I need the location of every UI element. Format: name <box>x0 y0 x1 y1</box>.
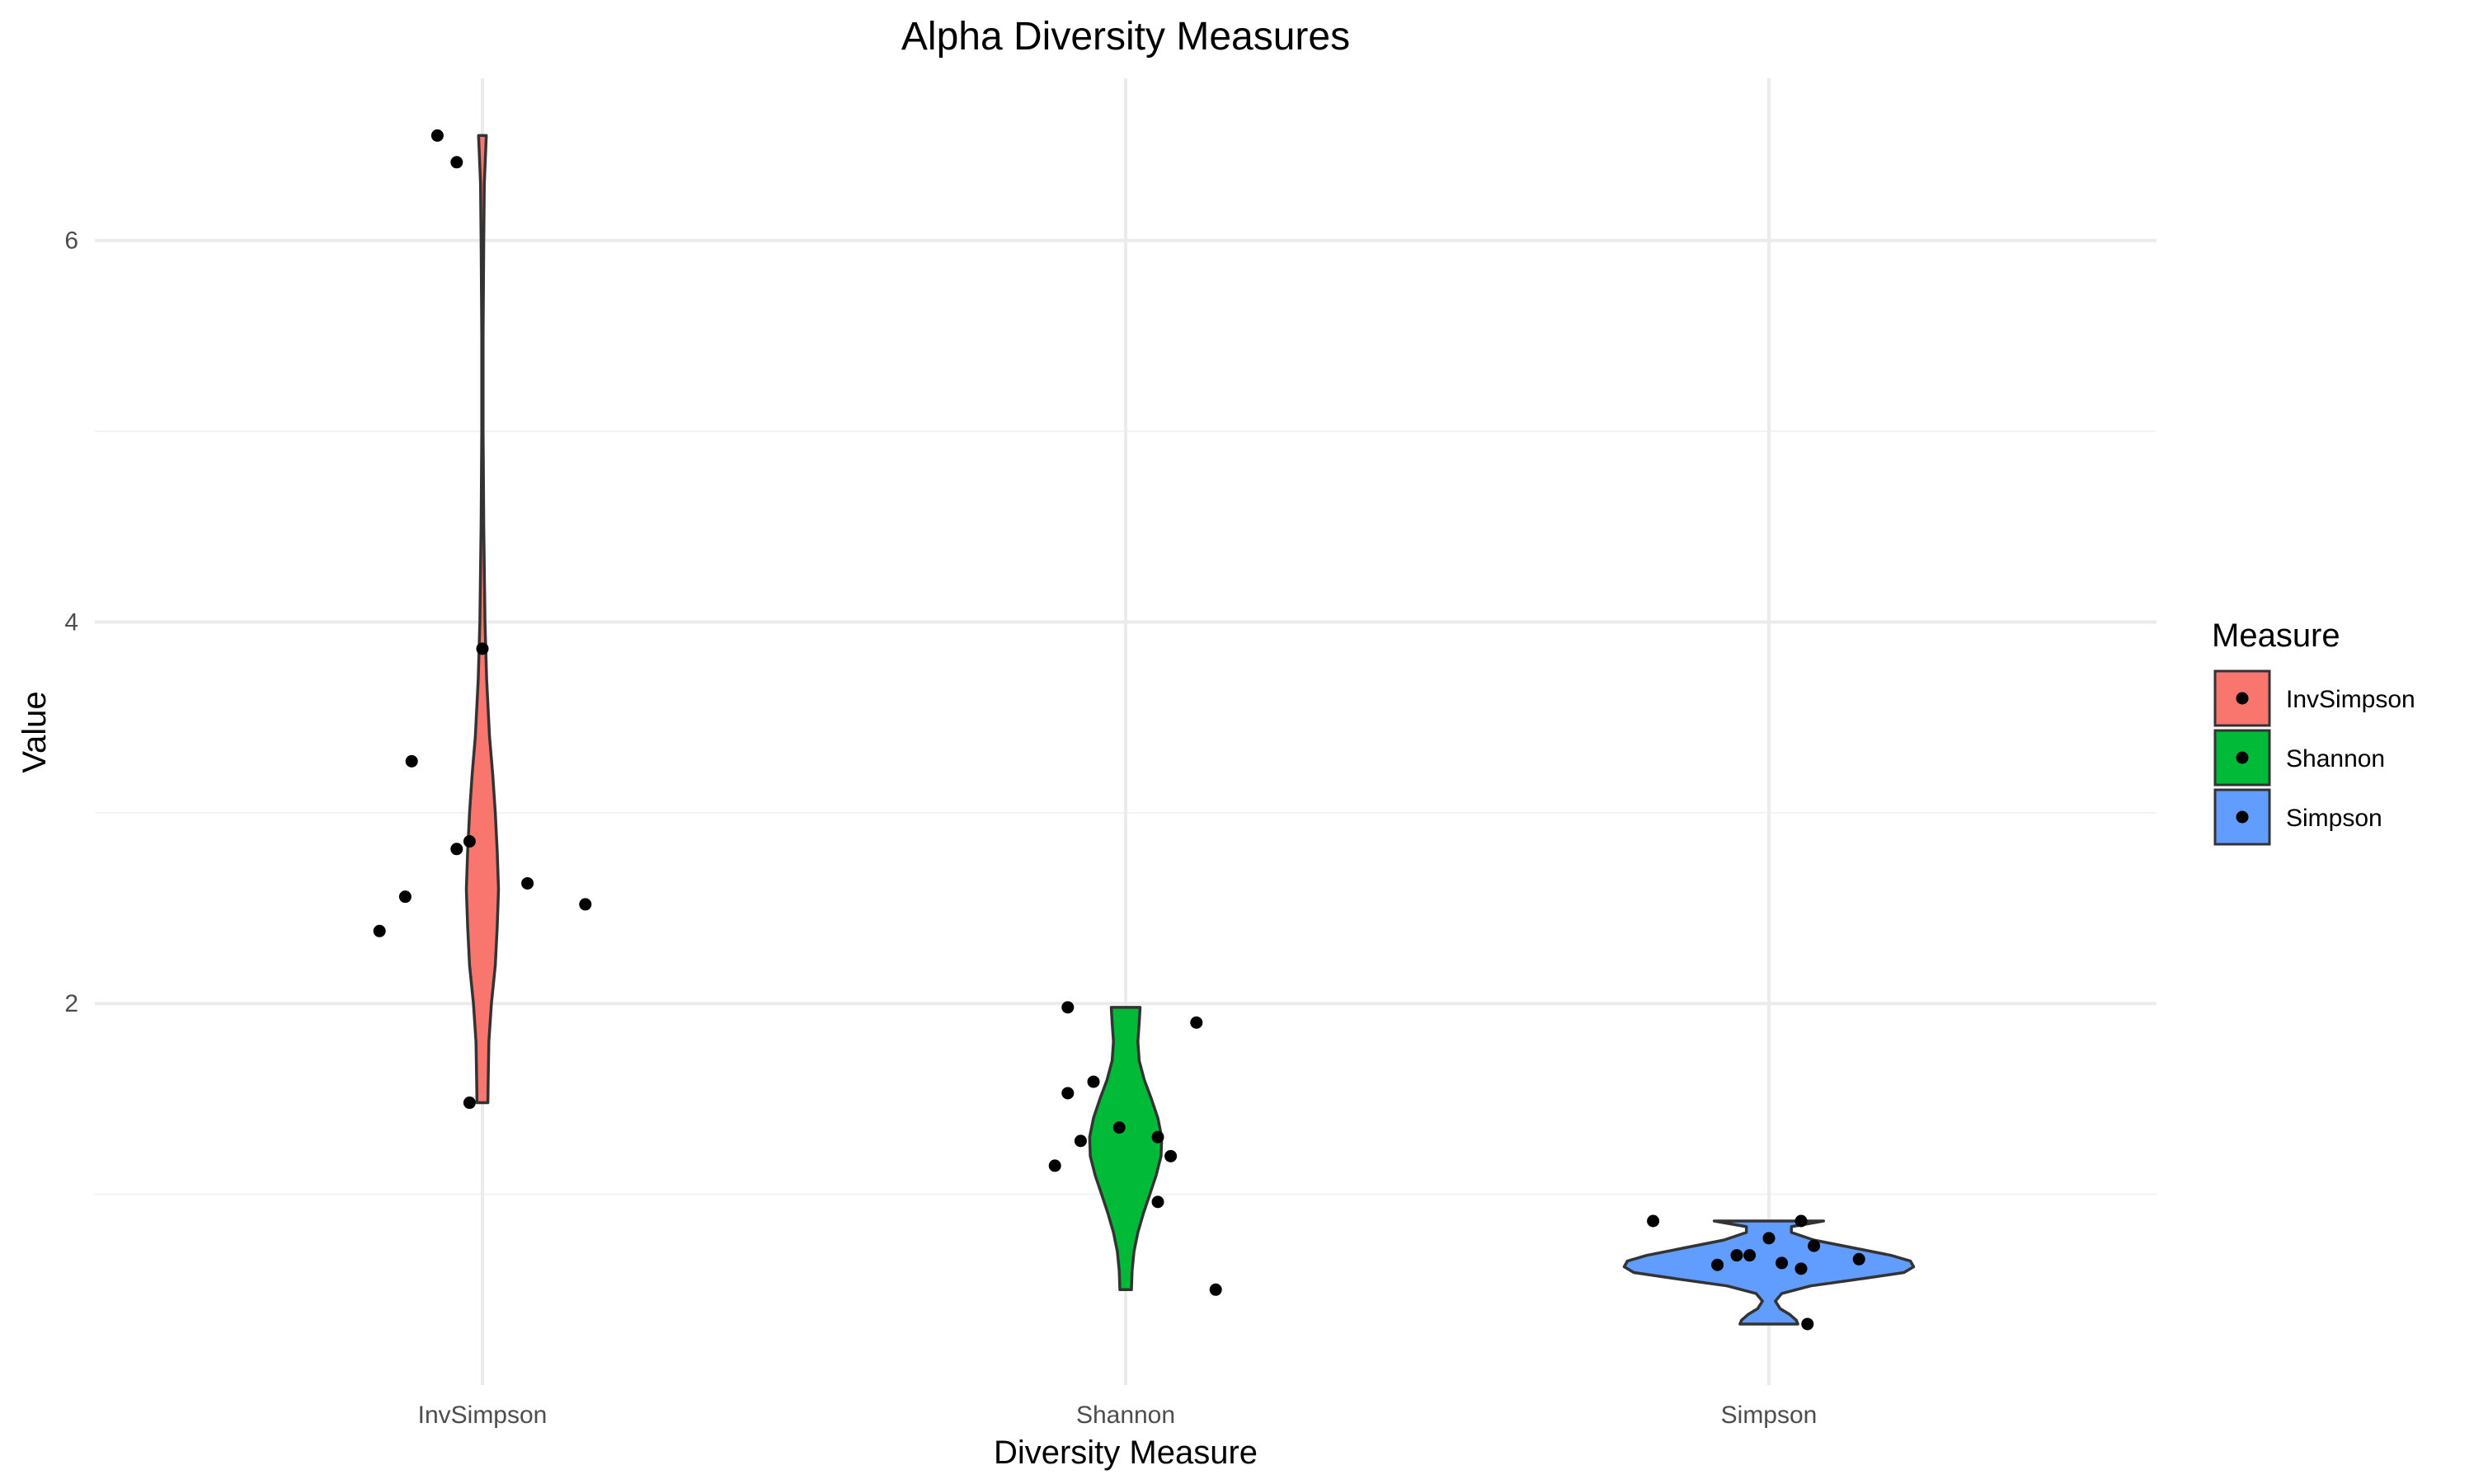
data-point-invsimpson <box>579 898 592 911</box>
y-tick-label: 6 <box>64 228 78 255</box>
violins <box>464 134 1916 1326</box>
data-point-simpson <box>1711 1258 1724 1271</box>
data-point-invsimpson <box>450 843 463 856</box>
legend-title: Measure <box>2212 618 2340 654</box>
data-point-simpson <box>1852 1252 1865 1266</box>
data-point-invsimpson <box>450 156 463 169</box>
data-point-invsimpson <box>476 642 489 655</box>
legend-label: Shannon <box>2286 745 2385 773</box>
data-point-invsimpson <box>463 1097 476 1110</box>
violin-simpson <box>1622 1219 1916 1326</box>
x-tick-label: Shannon <box>1076 1402 1175 1429</box>
data-point-simpson <box>1801 1317 1814 1331</box>
legend-keys: InvSimpson Shannon Simpson <box>2213 669 2415 846</box>
data-point-shannon <box>1164 1149 1178 1162</box>
y-tick-label: 2 <box>64 990 78 1017</box>
data-point-simpson <box>1743 1249 1757 1262</box>
violin-invsimpson <box>464 134 501 1105</box>
legend-label: InvSimpson <box>2286 686 2415 713</box>
legend-key-point <box>2236 692 2249 705</box>
data-point-shannon <box>1190 1016 1203 1029</box>
data-point-simpson <box>1808 1239 1821 1252</box>
data-point-shannon <box>1151 1195 1164 1209</box>
data-point-shannon <box>1209 1283 1222 1296</box>
x-tick-label: InvSimpson <box>418 1402 548 1429</box>
data-point-invsimpson <box>373 924 386 937</box>
chart-title: Alpha Diversity Measures <box>901 15 1350 59</box>
data-point-invsimpson <box>398 890 412 904</box>
legend-key-point <box>2236 751 2249 764</box>
data-point-simpson <box>1730 1249 1743 1262</box>
data-point-shannon <box>1151 1130 1164 1144</box>
data-point-shannon <box>1087 1075 1100 1088</box>
data-point-simpson <box>1794 1262 1808 1275</box>
data-point-invsimpson <box>521 876 534 890</box>
legend-key-invsimpson <box>2213 669 2271 727</box>
data-point-invsimpson <box>463 835 476 848</box>
y-axis-title: Value <box>16 691 53 773</box>
legend-label: Simpson <box>2286 805 2382 832</box>
violin-shannon <box>1088 1006 1164 1292</box>
data-point-shannon <box>1061 1087 1075 1100</box>
data-point-simpson <box>1647 1214 1660 1228</box>
data-points <box>373 129 1865 1331</box>
data-point-shannon <box>1074 1134 1087 1148</box>
y-tick-label: 4 <box>64 608 78 636</box>
legend: Measure InvSimpson Shannon Simpson <box>2212 618 2415 846</box>
data-point-simpson <box>1762 1232 1776 1245</box>
data-point-invsimpson <box>405 754 418 768</box>
legend-key-point <box>2236 810 2249 824</box>
y-tick-labels: 2 4 6 <box>64 228 78 1018</box>
data-point-simpson <box>1776 1256 1789 1270</box>
data-point-shannon <box>1048 1159 1061 1172</box>
data-point-shannon <box>1112 1121 1126 1134</box>
x-tick-labels: InvSimpson Shannon Simpson <box>418 1402 1818 1429</box>
data-point-shannon <box>1061 1001 1075 1014</box>
data-point-simpson <box>1794 1214 1808 1228</box>
data-point-invsimpson <box>430 129 444 142</box>
x-tick-label: Simpson <box>1721 1402 1818 1429</box>
x-axis-title: Diversity Measure <box>994 1435 1258 1471</box>
